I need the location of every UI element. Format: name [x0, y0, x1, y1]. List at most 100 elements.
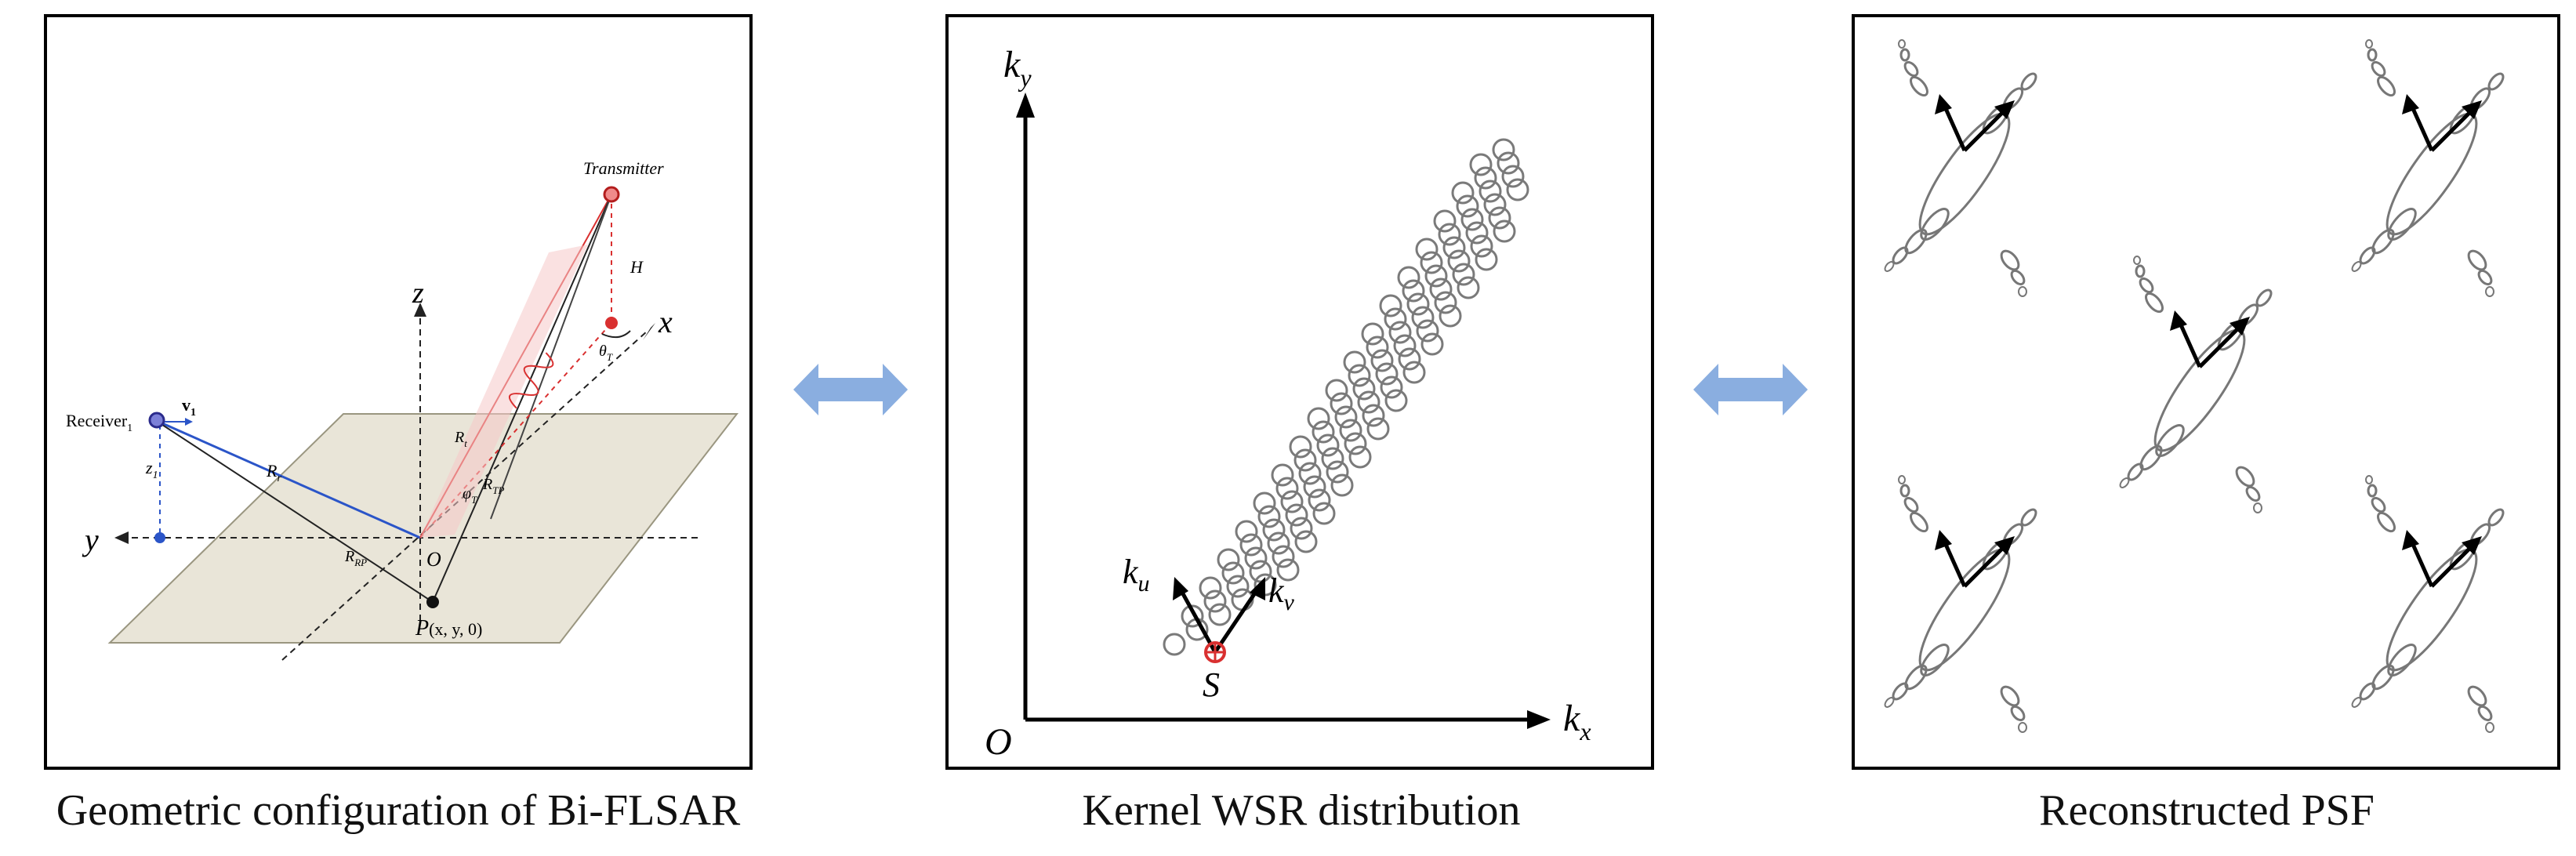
- wsr-sample-circle: [1456, 194, 1479, 218]
- wsr-sample-circle: [1483, 193, 1507, 216]
- wsr-sample-circle: [1447, 249, 1471, 273]
- psf-diagram: [1855, 17, 2557, 767]
- wsr-sample-circle: [1416, 319, 1439, 343]
- source-label: S: [1203, 666, 1220, 704]
- receiver-label: Receiver1: [66, 411, 132, 434]
- psf-top-right: [2350, 40, 2505, 296]
- ground-plane: [107, 413, 739, 644]
- wsr-sample-circle: [1267, 531, 1290, 555]
- receiver-velocity-arrow: [185, 418, 193, 426]
- wsr-sample-circle: [1406, 292, 1430, 316]
- wsr-sample-circle: [1181, 604, 1204, 628]
- geometry-panel: y x z Receiver1 v1 z1 Rr RRP Transmitter…: [44, 14, 753, 770]
- wsr-sample-circle: [1203, 589, 1227, 613]
- wsr-sample-circle: [1380, 375, 1403, 399]
- double-arrow-shape: [793, 364, 908, 415]
- wsr-sample-circle: [1330, 473, 1354, 497]
- wsr-sample-circle: [1298, 462, 1322, 485]
- wsr-sample-circle: [1452, 263, 1475, 286]
- wsr-sample-circle: [1493, 219, 1516, 243]
- wsr-sample-circle: [1339, 419, 1362, 442]
- wsr-sample-circle: [1402, 279, 1425, 303]
- wsr-sample-circle: [1475, 248, 1498, 271]
- wsr-sample-circle: [1362, 404, 1385, 427]
- kx-label: kx: [1563, 698, 1591, 745]
- wsr-sample-grid: [1163, 138, 1529, 656]
- transmit-pulse-wave: [508, 352, 554, 409]
- wsr-sample-circle: [1442, 236, 1466, 259]
- wsr-sample-circle: [1348, 364, 1371, 387]
- z1-label: z1: [145, 458, 158, 481]
- wsr-sample-circle: [1370, 349, 1394, 372]
- wsr-sample-circle: [1235, 520, 1258, 543]
- wsr-sample-circle: [1420, 332, 1444, 356]
- ku-vector: [1178, 588, 1217, 654]
- z-axis-arrow: [414, 303, 426, 317]
- wsr-panel: ky kx O ku kv S: [945, 14, 1654, 770]
- psf-center: [2118, 256, 2273, 513]
- velocity-label: v1: [182, 395, 196, 419]
- Rr-label: Rr: [266, 461, 281, 484]
- wsr-sample-circle: [1293, 448, 1317, 472]
- wsr-sample-circle: [1506, 178, 1529, 201]
- x-axis-label: x: [658, 304, 673, 339]
- wsr-sample-circle: [1420, 251, 1443, 274]
- transmitter-label: Transmitter: [583, 158, 664, 178]
- caption-psf: Reconstructed PSF: [2039, 786, 2375, 835]
- y-axis-label: y: [82, 522, 99, 557]
- wsr-sample-circle: [1474, 166, 1497, 190]
- wsr-sample-circle: [1460, 208, 1484, 231]
- wsr-sample-circle: [1424, 264, 1448, 288]
- kv-arrow: [1250, 577, 1265, 600]
- double-arrow-shape: [1693, 364, 1808, 415]
- wsr-sample-circle: [1388, 321, 1412, 344]
- wsr-sample-circle: [1307, 407, 1330, 430]
- wsr-sample-circle: [1325, 379, 1348, 402]
- caption-geometry: Geometric configuration of Bi-FLSAR: [56, 786, 741, 835]
- z-axis-label: z: [412, 277, 424, 310]
- wsr-sample-circle: [1239, 533, 1263, 557]
- wsr-sample-circle: [1316, 433, 1340, 457]
- ku-arrow: [1173, 577, 1188, 600]
- wsr-sample-circle: [1244, 546, 1268, 570]
- Rt-label: Rt: [454, 429, 467, 449]
- wsr-sample-circle: [1398, 347, 1421, 371]
- wsr-sample-circle: [1375, 362, 1399, 386]
- RTP-label: RTP: [482, 476, 504, 496]
- receiver-node: [148, 412, 165, 429]
- H-label: H: [629, 257, 644, 277]
- wsr-sample-circle: [1253, 491, 1276, 515]
- x-axis-arrow: [643, 323, 655, 340]
- wsr-diagram: ky kx O ku kv S: [985, 44, 1591, 763]
- wsr-sample-circle: [1262, 518, 1286, 542]
- y-axis-arrow: [114, 531, 129, 544]
- wsr-sample-circle: [1357, 390, 1381, 414]
- wsr-sample-circle: [1470, 234, 1493, 258]
- wsr-sample-circle: [1326, 460, 1349, 484]
- wsr-sample-circle: [1501, 165, 1525, 188]
- wsr-sample-circle: [1457, 276, 1480, 299]
- beam-wedge: [420, 245, 588, 538]
- wsr-sample-circle: [1312, 502, 1336, 525]
- wsr-sample-circle: [1379, 294, 1402, 317]
- psf-bottom-right: [2350, 476, 2505, 732]
- wsr-sample-circle: [1199, 576, 1222, 600]
- wsr-origin-label: O: [985, 721, 1012, 763]
- wsr-sample-circle: [1276, 558, 1300, 582]
- wsr-sample-circle: [1384, 389, 1408, 412]
- wsr-sample-circle: [1163, 633, 1186, 656]
- wsr-sample-circle: [1294, 530, 1318, 553]
- point-p: [426, 596, 439, 608]
- wsr-sample-circle: [1290, 517, 1313, 540]
- wsr-sample-circle: [1321, 447, 1344, 470]
- geometry-diagram: y x z Receiver1 v1 z1 Rr RRP Transmitter…: [66, 158, 739, 661]
- receiver-point-line: [154, 419, 434, 603]
- wsr-sample-circle: [1492, 138, 1515, 161]
- wsr-sample-circle: [1434, 291, 1457, 314]
- kx-axis-arrow: [1527, 710, 1551, 729]
- wsr-sample-circle: [1303, 475, 1326, 499]
- wsr-sample-circle: [1415, 238, 1439, 261]
- wsr-sample-circle: [1497, 151, 1520, 175]
- wsr-sample-circle: [1439, 304, 1462, 328]
- theta-label: θT: [599, 343, 613, 363]
